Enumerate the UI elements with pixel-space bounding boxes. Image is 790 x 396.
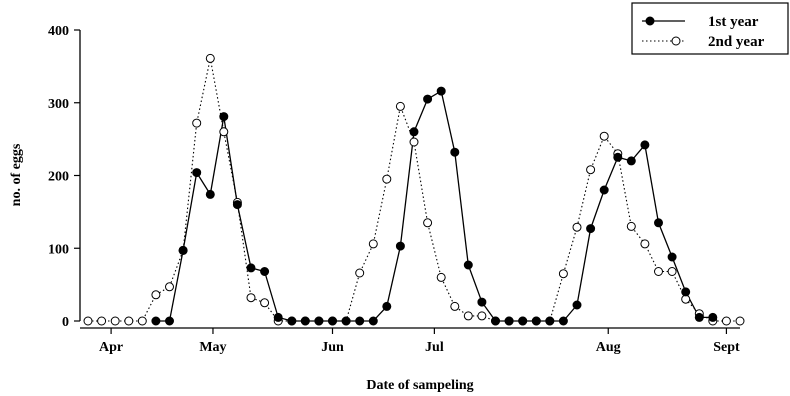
data-point-2nd-year	[368, 239, 378, 249]
data-point-1st-year	[260, 267, 270, 276]
data-point-2nd-year	[97, 316, 107, 326]
data-point-2nd-year	[640, 239, 650, 249]
data-point-2nd-year	[654, 267, 663, 276]
data-point-2nd-year	[626, 221, 636, 231]
data-point-1st-year	[558, 316, 568, 326]
data-point-1st-year	[694, 312, 704, 322]
data-point-1st-year	[165, 316, 174, 326]
data-point-1st-year	[409, 127, 419, 137]
data-point-1st-year	[423, 94, 433, 104]
data-point-1st-year	[232, 200, 242, 210]
data-point-1st-year	[219, 112, 229, 122]
data-point-2nd-year	[382, 174, 392, 184]
data-point-2nd-year	[463, 311, 473, 321]
legend-box	[631, 2, 789, 55]
data-point-2nd-year	[721, 316, 731, 326]
data-point-1st-year	[368, 316, 378, 326]
data-point-1st-year	[504, 316, 514, 326]
x-tick-label: Jul	[425, 340, 444, 355]
data-point-1st-year	[192, 168, 202, 178]
y-tick-label: 400	[48, 24, 69, 39]
data-point-2nd-year	[558, 269, 568, 279]
data-point-2nd-year	[151, 290, 161, 300]
data-point-1st-year	[287, 316, 297, 326]
data-point-2nd-year	[110, 316, 120, 326]
data-point-1st-year	[395, 241, 405, 251]
data-point-2nd-year	[572, 222, 582, 232]
data-point-2nd-year	[124, 316, 134, 326]
data-point-1st-year	[708, 312, 718, 322]
data-point-1st-year	[586, 224, 596, 234]
data-point-1st-year	[613, 152, 623, 162]
data-point-1st-year	[300, 316, 310, 326]
series-layer	[83, 53, 745, 326]
legend-label-1st-year: 1st year	[708, 14, 759, 30]
legend-marker-2nd-year	[671, 36, 681, 46]
data-point-1st-year	[246, 263, 256, 273]
y-tick-label: 300	[48, 97, 69, 112]
data-point-1st-year	[667, 252, 677, 262]
data-point-2nd-year	[395, 101, 405, 111]
x-tick-label: Sept	[713, 340, 740, 355]
data-point-1st-year	[328, 316, 337, 326]
data-point-1st-year	[341, 316, 351, 326]
data-point-2nd-year	[681, 294, 691, 304]
data-point-2nd-year	[219, 127, 229, 137]
data-point-1st-year	[518, 316, 528, 326]
data-point-1st-year	[463, 260, 473, 270]
data-point-1st-year	[599, 185, 609, 195]
data-point-2nd-year	[355, 268, 365, 278]
data-point-1st-year	[477, 297, 487, 307]
y-axis-title: no. of eggs	[9, 143, 24, 206]
data-point-1st-year	[681, 287, 691, 297]
x-tick-label: Jun	[321, 340, 344, 355]
legend-marker-1st-year	[645, 16, 655, 26]
data-point-2nd-year	[165, 282, 174, 292]
data-point-2nd-year	[477, 311, 487, 321]
x-tick-label: Apr	[99, 340, 123, 355]
legend: 1st year 2nd year	[631, 2, 789, 55]
x-tick-label: Aug	[596, 340, 621, 355]
y-tick-label: 0	[62, 315, 69, 330]
series-line-2nd-year	[88, 58, 740, 322]
data-point-1st-year	[205, 189, 215, 199]
data-point-1st-year	[572, 300, 582, 310]
axes-layer: 0 100 200 300 400 Apr May Jun Jul Aug Sept	[48, 24, 740, 355]
data-point-2nd-year	[735, 316, 745, 326]
data-point-1st-year	[273, 312, 283, 322]
data-point-2nd-year	[450, 301, 460, 311]
data-point-1st-year	[178, 245, 188, 255]
data-point-2nd-year	[586, 165, 596, 175]
x-tick-label: May	[199, 340, 226, 355]
data-point-1st-year	[314, 316, 324, 326]
data-point-1st-year	[626, 156, 636, 166]
data-point-2nd-year	[192, 118, 202, 128]
data-point-1st-year	[531, 316, 541, 326]
data-point-2nd-year	[205, 53, 215, 63]
data-point-1st-year	[545, 316, 555, 326]
data-point-1st-year	[436, 86, 446, 96]
data-point-2nd-year	[436, 272, 446, 282]
y-tick-label: 100	[48, 242, 69, 257]
data-point-1st-year	[640, 140, 650, 150]
y-tick-label: 200	[48, 170, 69, 185]
data-point-1st-year	[654, 218, 663, 228]
data-point-2nd-year	[260, 298, 270, 308]
data-point-2nd-year	[667, 267, 677, 276]
data-point-1st-year	[450, 147, 460, 157]
data-point-1st-year	[355, 316, 365, 326]
data-point-2nd-year	[423, 218, 433, 228]
data-point-1st-year	[151, 316, 161, 326]
data-point-2nd-year	[137, 316, 147, 326]
data-point-2nd-year	[83, 316, 93, 326]
data-point-1st-year	[491, 316, 500, 326]
legend-label-2nd-year: 2nd year	[708, 34, 765, 50]
data-point-1st-year	[382, 301, 392, 311]
data-point-2nd-year	[599, 131, 609, 141]
data-point-2nd-year	[409, 137, 419, 147]
data-point-2nd-year	[246, 293, 256, 303]
x-axis-title: Date of sampeling	[366, 378, 473, 393]
